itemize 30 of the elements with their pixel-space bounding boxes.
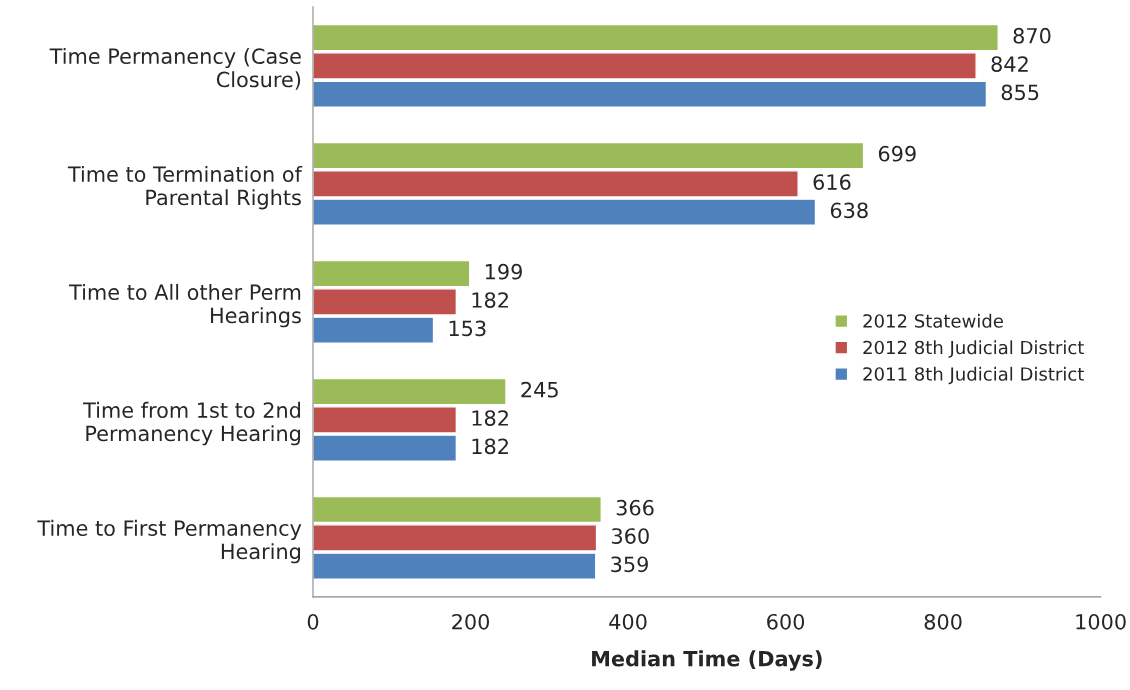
x-tick-label: 200 [452, 613, 490, 630]
data-label: 199 [485, 263, 522, 280]
data-label: 359 [611, 556, 648, 573]
data-label: 182 [472, 292, 508, 308]
y-tick-label: Time Permanency (Case Closure) [49, 47, 301, 90]
x-tick-label: 0 [307, 613, 319, 630]
x-tick-label: 600 [767, 613, 805, 630]
legend-label: 2012 8th Judicial District [863, 340, 1084, 358]
y-tick-label: Time from 1st to 2nd Permanency Hearing [83, 401, 301, 446]
y-tick-label: Time to Termination of Parental Rights [67, 165, 303, 210]
x-tick-label: 1000 [1076, 613, 1126, 630]
data-label: 360 [612, 528, 649, 544]
y-tick-label: Time to First Permanency Hearing [37, 519, 302, 564]
legend-label: 2012 Statewide [863, 313, 1003, 328]
y-tick-label: Time to All other Perm Hearings [69, 283, 301, 328]
x-axis-title: Median Time (Days) [592, 650, 822, 671]
data-label: 699 [878, 145, 916, 162]
data-label: 366 [616, 499, 654, 516]
legend-label: 2011 8th Judicial District [863, 366, 1084, 385]
data-label: 182 [472, 410, 508, 426]
data-label: 182 [472, 438, 508, 455]
data-label: 245 [521, 381, 558, 398]
data-label: 842 [991, 56, 1028, 72]
x-tick-label: 400 [609, 613, 647, 630]
data-label: 616 [813, 174, 851, 190]
data-label: 855 [1001, 84, 1039, 101]
data-label: 870 [1013, 27, 1051, 44]
x-tick-label: 800 [924, 613, 962, 630]
data-label: 638 [830, 202, 868, 219]
data-label: 153 [449, 320, 486, 337]
